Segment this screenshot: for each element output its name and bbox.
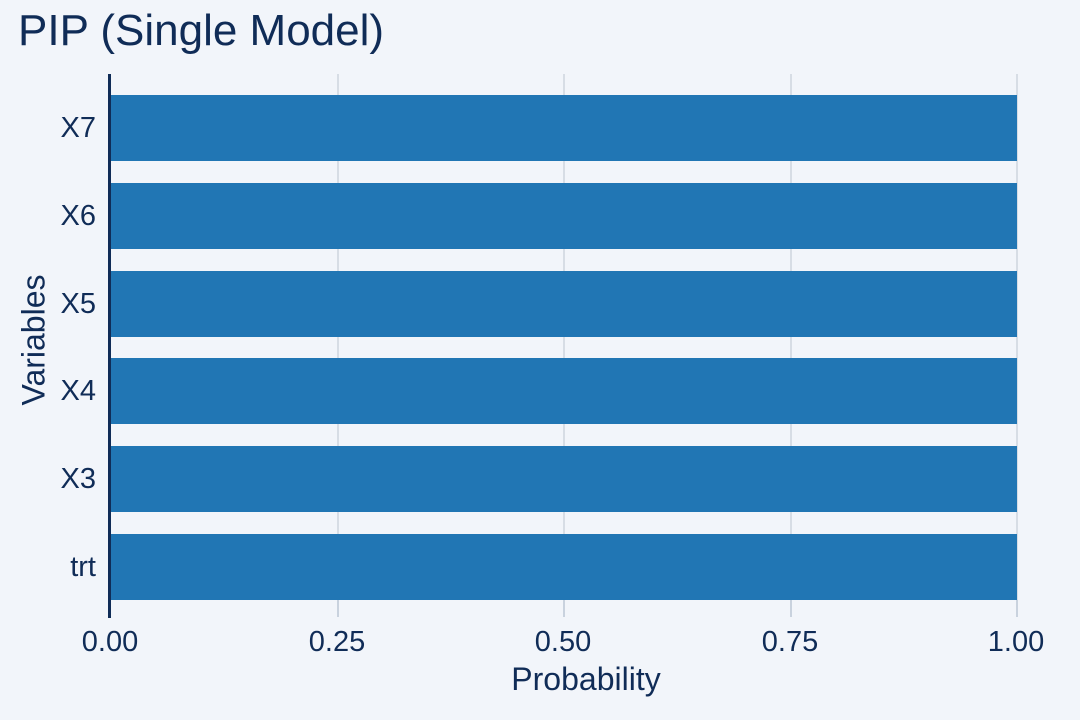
bar-X5 xyxy=(111,270,1017,337)
x-tick-mark-0.50 xyxy=(563,600,565,617)
bar-X3 xyxy=(111,446,1017,513)
y-tick-label-X4: X4 xyxy=(60,375,96,408)
gridline-0.50 xyxy=(563,74,565,600)
bar-X7 xyxy=(111,95,1017,161)
x-tick-mark-1.00 xyxy=(1016,600,1018,617)
x-tick-label-0.75: 0.75 xyxy=(761,626,819,658)
chart-title: PIP (Single Model) xyxy=(18,6,385,55)
x-axis-title: Probability xyxy=(511,661,661,697)
y-tick-label-trt: trt xyxy=(70,550,96,583)
y-tick-label-X6: X6 xyxy=(60,199,96,232)
x-tick-label-0.50: 0.50 xyxy=(534,626,592,658)
y-tick-label-X5: X5 xyxy=(60,287,96,320)
x-tick-label-0.25: 0.25 xyxy=(308,626,366,658)
y-tick-label-X3: X3 xyxy=(60,463,96,496)
x-tick-mark-0.25 xyxy=(337,600,339,617)
x-tick-label-1.00: 1.00 xyxy=(987,626,1045,658)
bar-row-X4: X4 xyxy=(0,358,1080,425)
bar-row-X6: X6 xyxy=(0,182,1080,249)
bar-X6 xyxy=(111,182,1017,249)
bar-row-trt: trt xyxy=(0,533,1080,600)
gridline-0.75 xyxy=(790,74,792,600)
bar-row-X5: X5 xyxy=(0,270,1080,337)
gridline-1.00 xyxy=(1016,74,1018,600)
x-tick-label-0.00: 0.00 xyxy=(81,626,139,658)
bar-X4 xyxy=(111,358,1017,425)
y-axis-line xyxy=(108,74,111,618)
bar-row-X7: X7 xyxy=(0,95,1080,161)
y-tick-label-X7: X7 xyxy=(60,112,96,144)
bar-trt xyxy=(111,533,1017,600)
gridline-0.25 xyxy=(337,74,339,600)
bar-row-X3: X3 xyxy=(0,446,1080,513)
x-tick-mark-0.75 xyxy=(790,600,792,617)
bars-layer: X7 X6 X5 X4 X3 trt xyxy=(0,95,1080,600)
